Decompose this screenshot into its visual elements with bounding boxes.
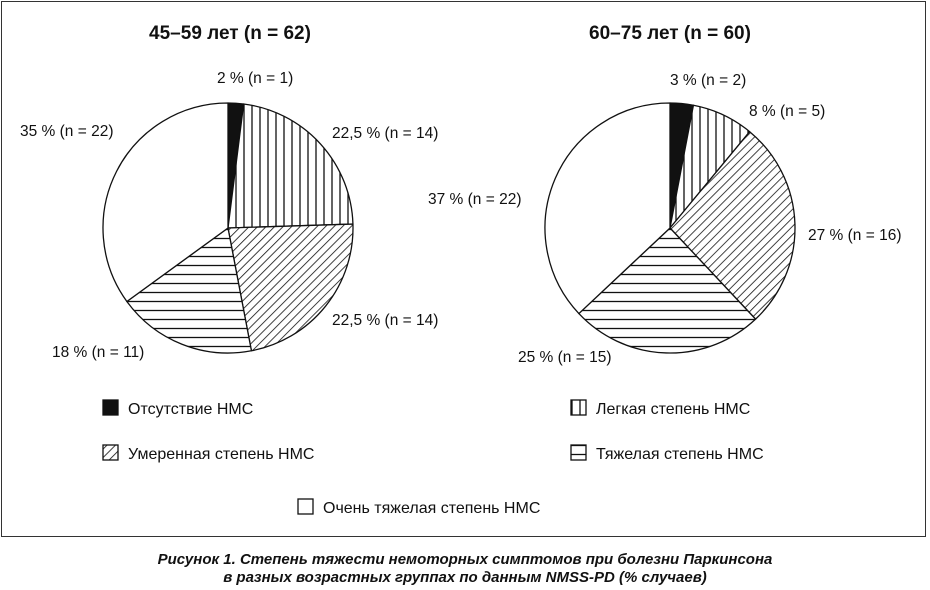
legend-item-absent: Отсутствие НМС (102, 399, 253, 418)
legend-label-moderate: Умеренная степень НМС (128, 446, 314, 463)
pie-slice-very-severe-60-75 (544, 102, 671, 315)
legend-swatch-solid (102, 399, 119, 416)
figure-caption-line-1: Рисунок 1. Степень тяжести немоторных си… (157, 551, 773, 568)
legend-swatch-vertical (570, 399, 587, 416)
figure-canvas: 45–59 лет (n = 62) 2 % (n = 1) 22,5 % (n… (20, 23, 901, 517)
legend-swatch-diagonal (102, 444, 119, 461)
data-label-moderate-60-75: 27 % (n = 16) (808, 227, 901, 244)
pie-slice-moderate-45-59 (227, 223, 354, 352)
pie-slice-severe-60-75 (578, 227, 757, 354)
data-label-severe-45-59: 18 % (n = 11) (52, 344, 144, 361)
data-label-mild-45-59: 22,5 % (n = 14) (332, 125, 438, 142)
legend-item-severe: Тяжелая степень НМС (570, 444, 764, 463)
pie-slices-45-59 (102, 102, 354, 354)
figure-caption-line-2: в разных возрастных группах по данным NM… (223, 569, 707, 586)
data-label-severe-60-75: 25 % (n = 15) (518, 349, 611, 366)
pie-slices-60-75 (544, 102, 796, 354)
pie-slice-severe-45-59 (126, 227, 253, 354)
pie-slice-mild-45-59 (227, 103, 354, 229)
pie-chart-45-59: 45–59 лет (n = 62) 2 % (n = 1) 22,5 % (n… (20, 23, 438, 361)
data-label-very-severe-60-75: 37 % (n = 22) (428, 191, 521, 208)
legend-label-absent: Отсутствие НМС (128, 401, 253, 418)
chart-title-45-59: 45–59 лет (n = 62) (149, 23, 311, 44)
legend-item-very-severe: Очень тяжелая степень НМС (297, 498, 540, 517)
legend-swatch-horizontal (570, 444, 587, 461)
data-label-absent-60-75: 3 % (n = 2) (670, 72, 746, 89)
legend-item-moderate: Умеренная степень НМС (102, 444, 314, 463)
legend: Отсутствие НМС Легкая степень НМС Умерен… (102, 399, 764, 517)
legend-label-severe: Тяжелая степень НМС (596, 446, 764, 463)
pie-slice-very-severe-45-59 (102, 102, 229, 303)
data-label-moderate-45-59: 22,5 % (n = 14) (332, 312, 438, 329)
pie-chart-60-75: 60–75 лет (n = 60) 3 % (n = 2) 8 % (n = … (428, 23, 901, 366)
legend-label-mild: Легкая степень НМС (596, 401, 750, 418)
figure-frame (1, 1, 926, 537)
chart-title-60-75: 60–75 лет (n = 60) (589, 23, 751, 44)
legend-label-very-severe: Очень тяжелая степень НМС (323, 500, 540, 517)
legend-item-mild: Легкая степень НМС (570, 399, 750, 418)
pie-slice-moderate-60-75 (669, 131, 796, 320)
legend-swatch-empty (297, 498, 314, 515)
data-label-very-severe-45-59: 35 % (n = 22) (20, 123, 113, 140)
data-label-mild-60-75: 8 % (n = 5) (749, 103, 825, 120)
data-label-absent-45-59: 2 % (n = 1) (217, 70, 293, 87)
